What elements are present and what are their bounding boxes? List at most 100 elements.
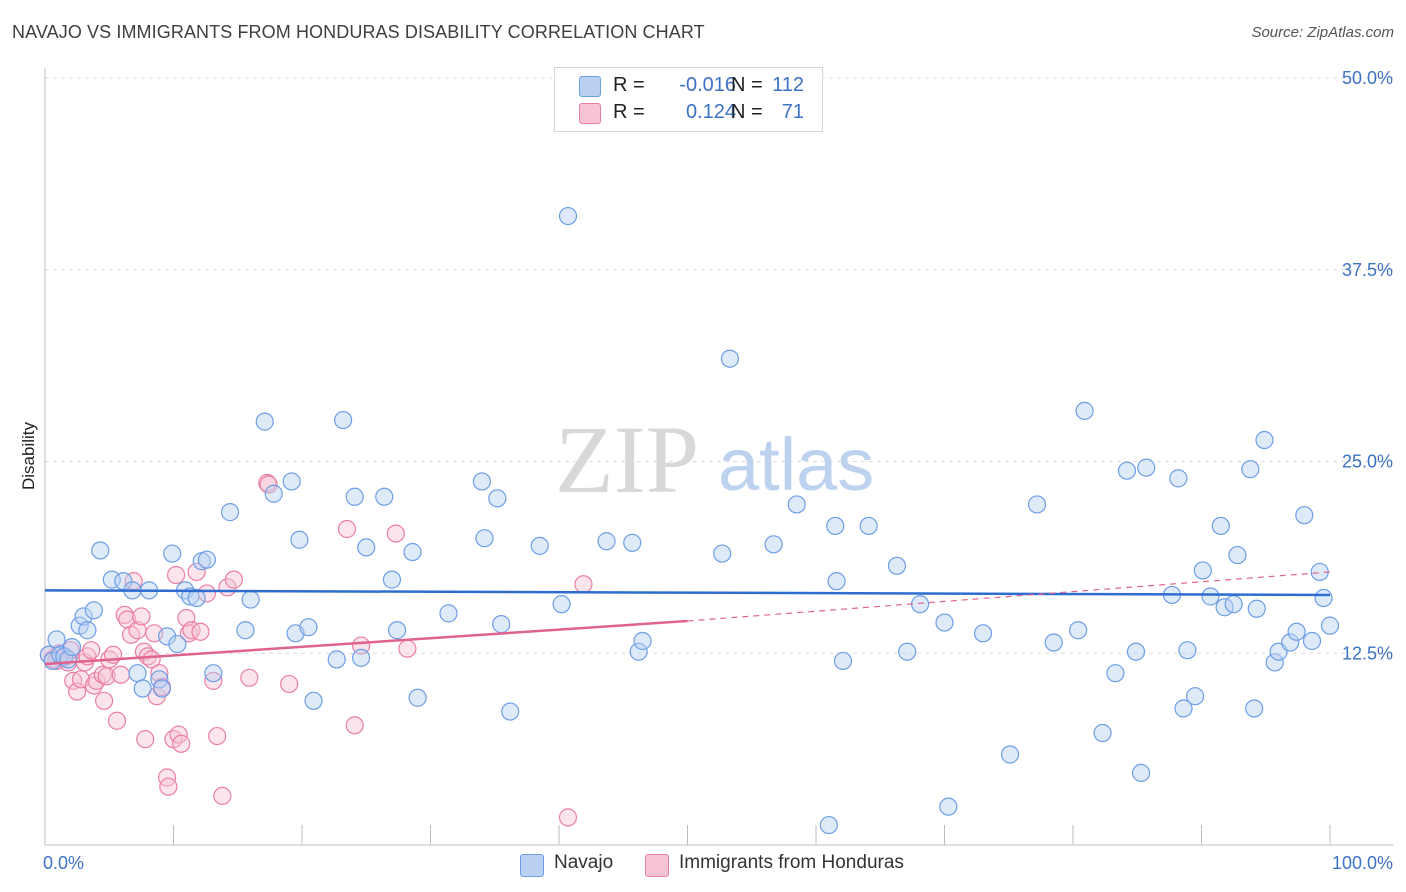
navajo-point: [1255, 430, 1274, 450]
navajo-point: [488, 489, 507, 508]
navajo-point: [973, 624, 993, 643]
honduras-point: [213, 786, 232, 806]
honduras-point: [240, 668, 259, 687]
legend-r-value: 0.124: [685, 101, 736, 123]
navajo-point: [787, 495, 806, 514]
navajo-point: [1224, 595, 1243, 614]
navajo-point: [827, 572, 846, 591]
navajo-point: [408, 688, 427, 707]
navajo-point: [403, 542, 422, 562]
y-tick-label: 37.5%: [1342, 260, 1393, 280]
navajo-point: [439, 604, 458, 623]
navajo-point: [102, 570, 121, 589]
navajo-point: [1132, 763, 1151, 783]
navajo-point: [1314, 588, 1333, 608]
navajo-point: [290, 530, 309, 549]
navajo-point: [387, 621, 407, 640]
navajo-point: [633, 631, 652, 651]
navajo-swatch: [520, 854, 544, 877]
navajo-point: [357, 538, 376, 557]
navajo-point: [629, 642, 648, 661]
legend-row-honduras: R = 0.124 N = 71: [579, 101, 804, 127]
navajo-point: [826, 516, 845, 536]
navajo-point: [1228, 545, 1247, 565]
navajo-points: [39, 206, 1340, 835]
tick-labels: 12.5% 25.0% 37.5% 50.0% 0.0% 100.0%: [43, 68, 1393, 873]
navajo-point: [220, 503, 240, 522]
honduras-point: [280, 674, 299, 694]
navajo-point: [1069, 621, 1088, 640]
navajo-trend-line: [44, 589, 1331, 597]
honduras-point: [157, 768, 177, 787]
navajo-point: [78, 621, 97, 640]
watermark-zip: ZIP: [555, 406, 699, 513]
navajo-point: [623, 533, 642, 552]
navajo-point: [1193, 561, 1212, 580]
x-tick-label: 0.0%: [43, 853, 84, 873]
legend-n-label: N =: [731, 74, 763, 96]
navajo-point: [152, 679, 172, 698]
navajo-point: [1178, 641, 1197, 660]
y-axis-label: Disability: [19, 421, 38, 490]
honduras-point: [166, 565, 186, 585]
honduras-point: [345, 716, 364, 735]
navajo-point: [1075, 401, 1094, 420]
source-label: Source: ZipAtlas.com: [1251, 24, 1394, 41]
navajo-point: [530, 536, 549, 555]
navajo-point: [74, 607, 93, 626]
honduras-point: [224, 570, 243, 589]
chart-title: NAVAJO VS IMMIGRANTS FROM HONDURAS DISAB…: [12, 22, 705, 42]
navajo-point: [1265, 653, 1284, 672]
navajo-point: [1174, 699, 1193, 718]
legend-row-navajo: R = -0.016 N = 112: [579, 74, 804, 100]
navajo-point: [352, 648, 371, 667]
navajo-point: [1106, 664, 1125, 683]
navajo-point: [1169, 469, 1188, 488]
watermark-atlas: atlas: [718, 423, 874, 506]
navajo-point: [819, 815, 838, 835]
honduras-point: [107, 711, 127, 730]
honduras-point: [208, 726, 227, 746]
navajo-point: [859, 516, 878, 536]
navajo-point: [187, 588, 206, 608]
navajo-point: [475, 529, 494, 548]
navajo-point: [181, 587, 200, 606]
navajo-point: [939, 797, 958, 816]
navajo-point: [163, 544, 182, 563]
navajo-point: [133, 679, 152, 698]
honduras-point: [386, 524, 405, 543]
navajo-point: [898, 642, 917, 661]
honduras-point: [191, 622, 210, 641]
honduras-point: [574, 575, 593, 594]
honduras-point: [179, 624, 199, 643]
honduras-point: [172, 734, 191, 753]
navajo-point: [1302, 631, 1322, 651]
honduras-legend-label: Immigrants from Honduras: [679, 852, 904, 873]
honduras-point: [132, 607, 151, 626]
navajo-point: [327, 650, 346, 669]
navajo-point: [241, 590, 260, 609]
navajo-point: [1093, 723, 1112, 743]
navajo-point: [1211, 516, 1230, 536]
navajo-point: [157, 627, 177, 646]
navajo-point: [1044, 633, 1063, 652]
honduras-point: [259, 475, 278, 494]
navajo-point: [910, 595, 930, 614]
navajo-point: [128, 664, 147, 683]
navajo-point: [764, 535, 783, 554]
legend-n-label: N =: [731, 101, 763, 123]
navajo-point: [84, 601, 103, 620]
navajo-point: [833, 651, 853, 671]
navajo-point: [552, 595, 571, 614]
legend-r-label: R =: [613, 74, 645, 96]
honduras-point: [558, 808, 578, 827]
stats-legend: R = -0.016 N = 112 R = 0.124 N = 71: [554, 67, 823, 132]
navajo-point: [345, 487, 364, 506]
navajo-point: [887, 556, 907, 575]
navajo-legend-label: Navajo: [554, 852, 614, 873]
navajo-point: [1117, 461, 1137, 480]
honduras-point: [337, 519, 357, 539]
navajo-point: [197, 550, 217, 569]
navajo-point: [558, 206, 578, 226]
